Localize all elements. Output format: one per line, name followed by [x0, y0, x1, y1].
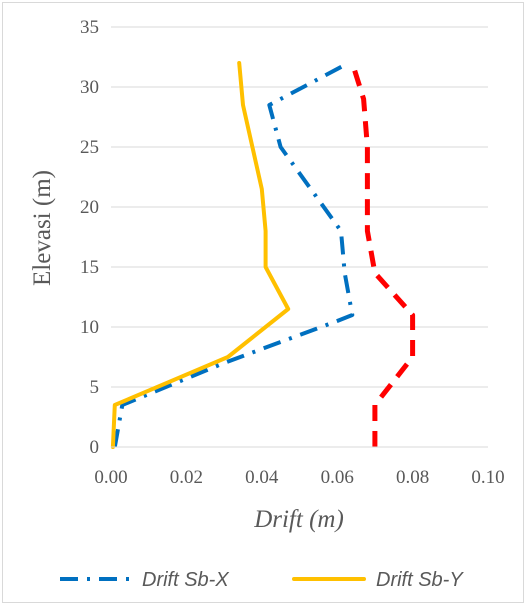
y-tick-label: 25	[80, 137, 99, 158]
legend-label-1: Drift Sb-X	[142, 569, 229, 591]
y-tick-label: 20	[80, 197, 99, 218]
y-tick-label: 35	[80, 17, 99, 38]
x-tick-label: 0.06	[321, 467, 354, 488]
x-tick-label: 0.00	[94, 467, 127, 488]
series-line-3	[349, 62, 416, 447]
y-tick-label: 0	[90, 437, 100, 458]
y-tick-label: 30	[80, 77, 99, 98]
x-axis-title: Drift (m)	[253, 506, 344, 533]
x-tick-label: 0.04	[245, 467, 279, 488]
series-line-2	[110, 61, 291, 449]
x-tick-label: 0.02	[170, 467, 203, 488]
y-tick-label: 10	[80, 317, 99, 338]
y-tick-label: 5	[90, 377, 100, 398]
y-axis-title: Elevasi (m)	[29, 170, 56, 286]
x-tick-label: 0.10	[471, 467, 504, 488]
x-tick-label: 0.08	[396, 467, 429, 488]
chart-frame	[2, 2, 524, 603]
y-tick-label: 15	[80, 257, 99, 278]
legend-label-2: Drift Sb-Y	[376, 569, 464, 591]
